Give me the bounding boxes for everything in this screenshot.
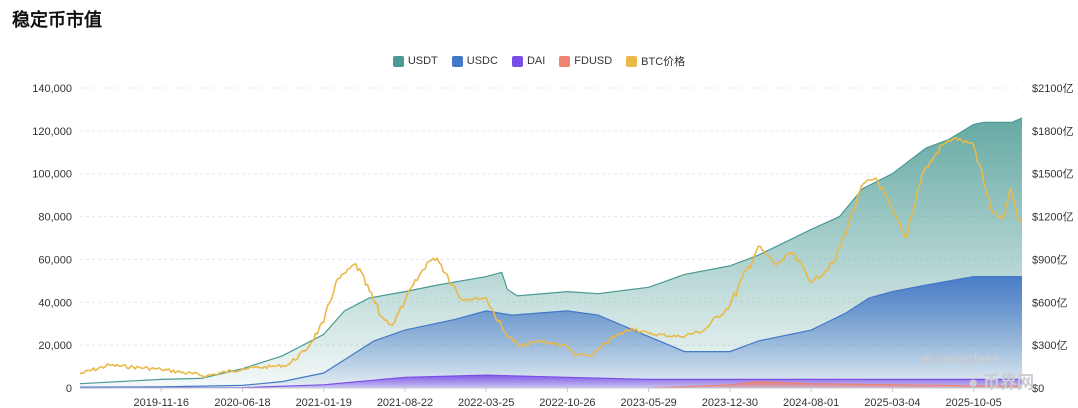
legend-item-dai[interactable]: DAI [511,53,546,69]
legend-swatch-dai [511,55,523,67]
y-left-tick-label: 60,000 [38,254,72,266]
x-tick-label: 2023-12-30 [702,397,758,408]
legend-swatch-fdusd [559,55,571,67]
y-left-tick-label: 140,000 [32,83,72,95]
y-left-tick-label: 80,000 [38,212,72,224]
coinglass-watermark: ◉ coinglass [920,350,1001,367]
series-line-dai[interactable] [79,374,1022,389]
x-tick-label: 2023-05-29 [621,397,677,408]
y-axis-left: 0 20,000 40,000 60,000 80,000 100,000 120,000 1… [32,83,72,395]
watermark-brand: coinglass [936,350,1001,366]
y-left-tick-label: 40,000 [38,297,72,309]
legend-swatch-usdc [451,55,463,67]
watermark-brand-cn: 币界网 [983,373,1035,392]
legend-label-dai: DAI [526,55,546,67]
x-tick-label: 2020-06-18 [214,397,270,408]
y-right-tick-label: $300亿 [1032,339,1067,352]
series-area-usdc[interactable] [80,276,1022,388]
legend-label-usdt: USDT [407,55,438,67]
watermark-logo-icon: ◉ [920,350,933,366]
y-left-tick-label: 20,000 [38,340,72,352]
legend-label-usdc: USDC [466,55,498,67]
x-axis: 2019-11-16 2020-06-18 2021-01-19 2021-08-22… [80,387,1022,408]
legend-item-btc[interactable]: BTC价格 [626,53,685,69]
page-title: 稳定币市值 [12,10,102,30]
legend-swatch-btc [626,55,638,67]
x-tick-label: 2019-11-16 [134,397,189,408]
series-area-fdusd[interactable] [649,381,1022,388]
legend-label-fdusd: FDUSD [574,55,613,67]
bijiewang-watermark: ● 币界网 [968,368,1034,393]
series-lines [79,117,1023,389]
x-tick-label: 2022-03-25 [458,397,514,408]
y-axis-right: $0 $300亿 $600亿 $900亿 $1200亿 $1500亿 $1800亿 $2100… [1032,82,1074,395]
series-line-usdc[interactable] [79,276,1022,388]
x-tick-label: 2021-08-22 [377,397,433,408]
legend-swatch-usdt [392,55,404,67]
y-right-tick-label: $900亿 [1032,253,1067,266]
y-right-tick-label: $600亿 [1032,296,1067,309]
legend-item-usdt[interactable]: USDT [392,53,438,69]
x-tick-label: 2022-10-26 [539,397,595,408]
series-areas [80,118,1022,388]
legend-label-btc: BTC价格 [641,56,686,68]
legend-item-usdc[interactable]: USDC [451,53,498,69]
y-right-tick-label: $0 [1032,383,1044,395]
x-tick-label: 2024-08-01 [783,397,839,408]
y-right-tick-label: $1800亿 [1032,125,1074,138]
legend-item-fdusd[interactable]: FDUSD [559,53,612,69]
y-right-tick-label: $2100亿 [1032,82,1074,95]
y-right-tick-label: $1200亿 [1032,211,1074,224]
series-line-btc[interactable] [79,136,1023,379]
series-line-usdt[interactable] [79,117,1023,385]
legend: USDT USDC DAI FDUSD BTC价格 [0,53,1078,69]
series-area-usdt[interactable] [80,118,1022,388]
y-right-tick-label: $1500亿 [1032,168,1074,181]
watermark-cn-logo-icon: ● [968,373,979,392]
y-left-tick-label: 0 [66,383,72,395]
y-left-tick-label: 100,000 [32,169,72,181]
x-tick-label: 2025-10-05 [945,397,1001,408]
series-line-fdusd[interactable] [649,380,1023,389]
y-left-tick-label: 120,000 [32,126,72,138]
x-tick-label: 2025-03-04 [864,397,920,408]
x-tick-label: 2021-01-19 [296,397,352,408]
